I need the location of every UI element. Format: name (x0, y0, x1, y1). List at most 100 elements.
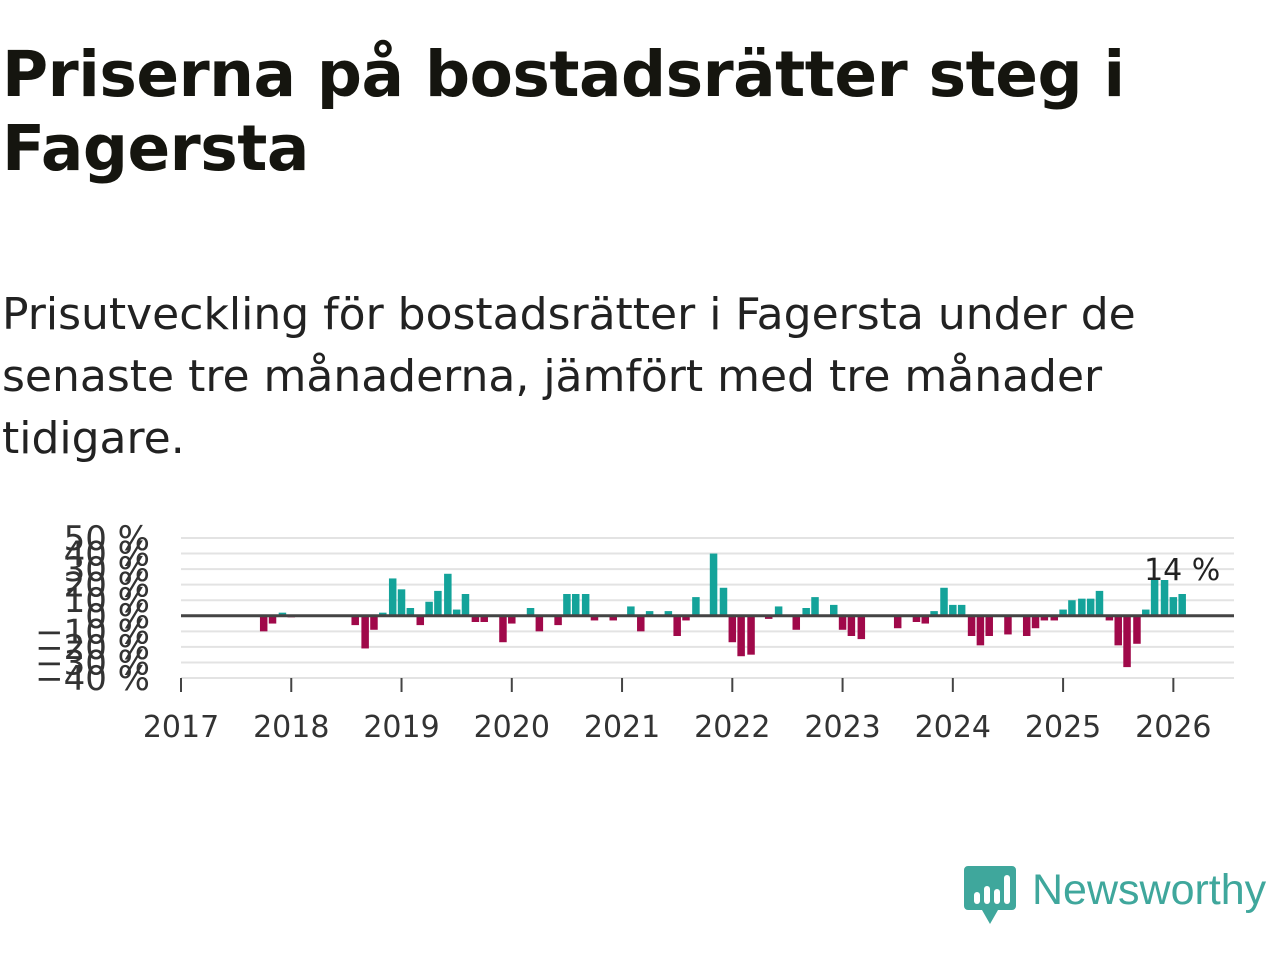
bar (434, 590, 442, 616)
bar (1031, 615, 1040, 629)
bar (444, 573, 452, 616)
bar (268, 615, 277, 624)
bar (590, 615, 599, 621)
last-value-label: 14 % (1144, 553, 1220, 588)
bar (664, 611, 673, 616)
bar (508, 615, 516, 624)
bar (792, 615, 801, 630)
bar (976, 615, 985, 646)
bar (1160, 580, 1169, 616)
bar (1150, 578, 1159, 616)
y-tick-label: 0 % (85, 597, 150, 637)
bar (1178, 594, 1186, 616)
x-tick-label: 2021 (584, 710, 660, 745)
bar (278, 612, 287, 616)
y-tick-label: 20 % (64, 566, 150, 606)
bar (764, 615, 773, 619)
x-tick-label: 2017 (143, 710, 219, 745)
bar (1059, 609, 1067, 616)
bar (673, 615, 681, 636)
x-tick-label: 2023 (804, 710, 880, 745)
x-tick-label: 2026 (1135, 710, 1211, 745)
bar-chart: 50 %40 %30 %20 %10 %0 %−10 %−20 %−30 %−4… (35, 519, 1234, 745)
bar (452, 609, 461, 616)
y-tick-label: 10 % (64, 581, 150, 621)
bar (728, 615, 737, 643)
bar (1004, 615, 1012, 635)
y-tick-label: −30 % (35, 643, 150, 683)
bar (571, 594, 580, 616)
bar (1133, 615, 1141, 644)
x-tick-label: 2018 (253, 710, 329, 745)
bar (627, 606, 635, 616)
bar (692, 597, 700, 616)
bar (747, 615, 755, 655)
bar (609, 615, 617, 621)
bar (1086, 598, 1095, 616)
bar (930, 611, 938, 616)
bar (774, 606, 783, 616)
y-tick-label: 40 % (64, 535, 150, 575)
bar (499, 615, 507, 643)
bar (370, 615, 378, 630)
bar (1022, 615, 1031, 636)
bar (830, 604, 838, 616)
bar (1040, 615, 1049, 621)
bar (526, 608, 535, 616)
bar (811, 597, 819, 616)
bar (940, 587, 948, 616)
bar (554, 615, 562, 626)
bar (957, 604, 966, 616)
bar (709, 553, 718, 616)
newsworthy-logo-icon (964, 866, 1016, 924)
bar (480, 615, 488, 622)
bar (471, 615, 480, 622)
bar (563, 594, 571, 616)
bar (985, 615, 993, 636)
y-tick-label: −20 % (35, 628, 150, 668)
bar (737, 615, 745, 657)
bar (259, 615, 268, 632)
y-tick-label: 30 % (64, 550, 150, 590)
bar (645, 611, 654, 616)
bar (1114, 615, 1122, 646)
chart-title: Priserna på bostadsrätter steg i Fagerst… (2, 38, 1125, 185)
bar (416, 615, 425, 626)
bar (1142, 609, 1150, 616)
bar (406, 608, 415, 616)
bars (259, 553, 1186, 668)
bar (1068, 600, 1076, 616)
bar (921, 615, 930, 624)
bar (461, 594, 470, 616)
newsworthy-logo: Newsworthy (964, 866, 1266, 926)
x-tick-label: 2025 (1025, 710, 1101, 745)
labels: 50 %40 %30 %20 %10 %0 %−10 %−20 %−30 %−4… (35, 519, 1220, 745)
bar (388, 578, 397, 616)
bar (351, 615, 359, 626)
bar (1078, 598, 1086, 616)
gridlines (181, 537, 1234, 679)
bar (1169, 597, 1178, 616)
bar (838, 615, 847, 630)
bar (1050, 615, 1059, 621)
x-tick-label: 2024 (915, 710, 991, 745)
bar (682, 615, 690, 621)
x-tick-label: 2019 (363, 710, 439, 745)
bar (581, 594, 590, 616)
bar (719, 587, 728, 616)
y-tick-label: −40 % (35, 659, 150, 699)
bar (802, 608, 810, 616)
bar (397, 589, 406, 616)
bar (967, 615, 976, 636)
bar (379, 612, 387, 616)
brand-name: Newsworthy (1032, 866, 1267, 914)
bar (637, 615, 645, 632)
bar (893, 615, 902, 629)
bar (1095, 590, 1104, 616)
bar (1123, 615, 1131, 668)
bar (425, 601, 433, 616)
bar (857, 615, 866, 640)
y-tick-label: 50 % (64, 519, 150, 559)
bar (1105, 615, 1114, 621)
bar (847, 615, 856, 636)
